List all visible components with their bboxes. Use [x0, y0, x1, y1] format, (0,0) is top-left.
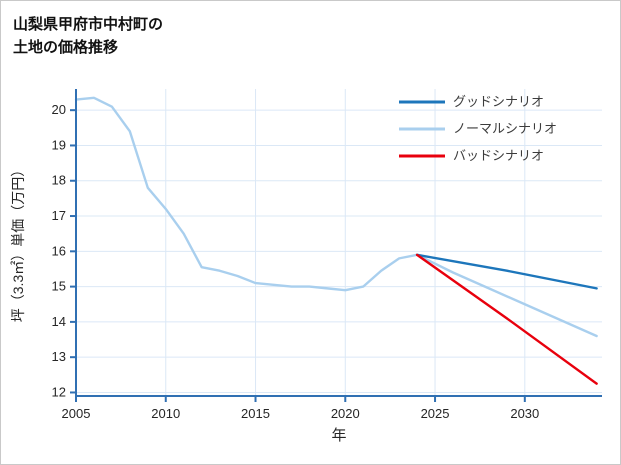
- series-line-0: [415, 253, 598, 290]
- y-tick-label: 20: [52, 102, 66, 117]
- price-trend-chart: 2005 2010 2015 2020 2025 2030 12 13 14 15 16 17 18 19…: [10, 89, 602, 444]
- x-axis-label: 年: [331, 427, 346, 444]
- y-tick-label: 14: [52, 314, 66, 329]
- y-tick-label: 17: [52, 208, 66, 223]
- y-tick-label: 18: [52, 173, 66, 188]
- y-axis-label: 坪（3.3㎡）単価（万円）: [10, 163, 26, 322]
- chart-title-line2: 土地の価格推移: [13, 39, 119, 56]
- chart-title-line1: 山梨県甲府市中村町の: [13, 16, 164, 33]
- chart-title: 山梨県甲府市中村町の 土地の価格推移: [13, 13, 163, 59]
- series-line-1: [74, 96, 598, 338]
- legend-label-1: ノーマルシナリオ: [453, 121, 557, 136]
- x-tick-label: 2020: [331, 406, 360, 421]
- chart-plot-area: 2005 2010 2015 2020 2025 2030 12 13 14 15 16 17 18 19…: [1, 71, 620, 464]
- x-tick-label: 2005: [62, 406, 91, 421]
- x-tick-label: 2010: [151, 406, 180, 421]
- y-tick-label: 12: [52, 384, 66, 399]
- legend-label-0: グッドシナリオ: [453, 94, 544, 109]
- y-tick-label: 15: [52, 279, 66, 294]
- y-tick-label: 16: [52, 243, 66, 258]
- series-line-2: [415, 253, 598, 385]
- legend-label-2: バッドシナリオ: [453, 148, 544, 163]
- y-tick-label: 19: [52, 137, 66, 152]
- x-tick-label: 2025: [421, 406, 450, 421]
- y-tick-label: 13: [52, 349, 66, 364]
- x-tick-label: 2030: [510, 406, 539, 421]
- x-tick-label: 2015: [241, 406, 270, 421]
